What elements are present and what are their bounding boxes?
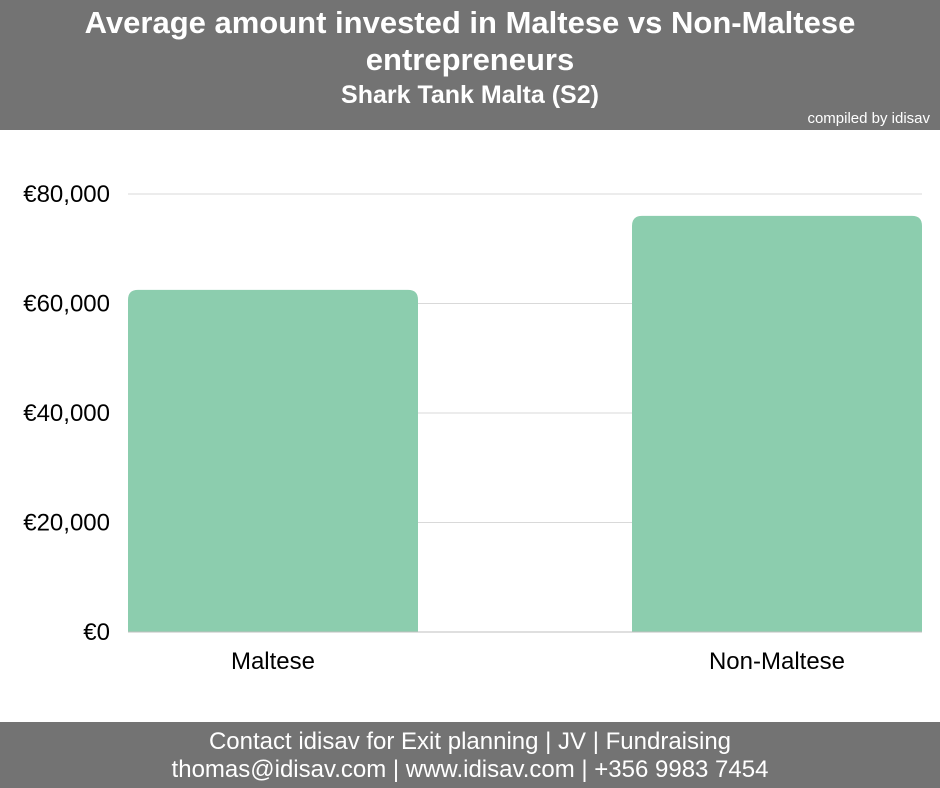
footer-services-text: Contact idisav for Exit planning | JV | … <box>208 728 732 755</box>
y-tick-label: €0 <box>83 619 110 646</box>
bar-non-maltese <box>632 215 922 632</box>
y-tick-label: €60,000 <box>23 291 110 318</box>
y-tick-label: €40,000 <box>23 400 110 427</box>
x-tick-label: Non-Maltese <box>709 648 845 675</box>
contact-footer: Contact idisav for Exit planning | JV | … <box>0 722 940 788</box>
bar-chart: €0 €20,000 €40,000 €60,000 €80,000 Maltese Non… <box>23 181 922 675</box>
chart-header: Average amount invested in Maltese vs No… <box>0 0 940 130</box>
chart-subtitle: Shark Tank Malta (S2) <box>341 81 599 109</box>
y-tick-label: €80,000 <box>23 181 110 208</box>
footer-contact-text: thomas@idisav.com | www.idisav.com | +35… <box>171 756 769 783</box>
credit-label: compiled by idisav <box>807 110 930 127</box>
x-tick-label: Maltese <box>231 648 315 675</box>
bar-maltese <box>128 289 418 632</box>
y-tick-label: €20,000 <box>23 510 110 537</box>
chart-title: Average amount invested in Maltese vs No… <box>84 5 856 77</box>
